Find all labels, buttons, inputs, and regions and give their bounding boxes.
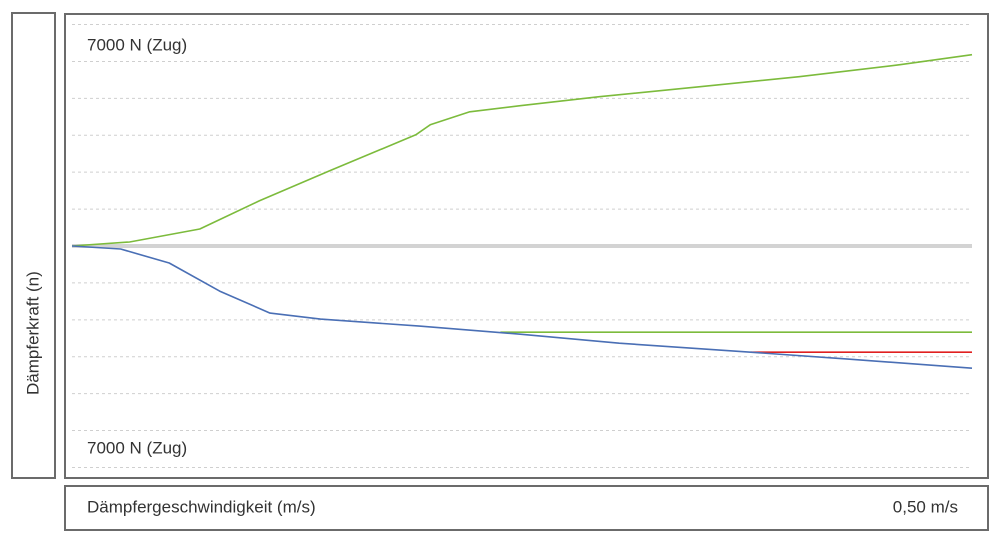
annotation: 7000 N (Zug): [87, 35, 187, 54]
x-axis-label: Dämpfergeschwindigkeit (m/s): [87, 497, 316, 516]
series-line: [71, 53, 973, 247]
grid: [72, 24, 972, 468]
y-axis-box: [11, 12, 56, 479]
series-line: [71, 245, 973, 369]
plot-box: [64, 13, 989, 479]
y-axis-label: Dämpferkraft (n): [23, 271, 42, 395]
annotation: 7000 N (Zug): [87, 438, 187, 457]
lines: [71, 53, 973, 369]
x-tick-label: 0,50 m/s: [893, 497, 958, 516]
x-axis-box: [64, 485, 989, 531]
